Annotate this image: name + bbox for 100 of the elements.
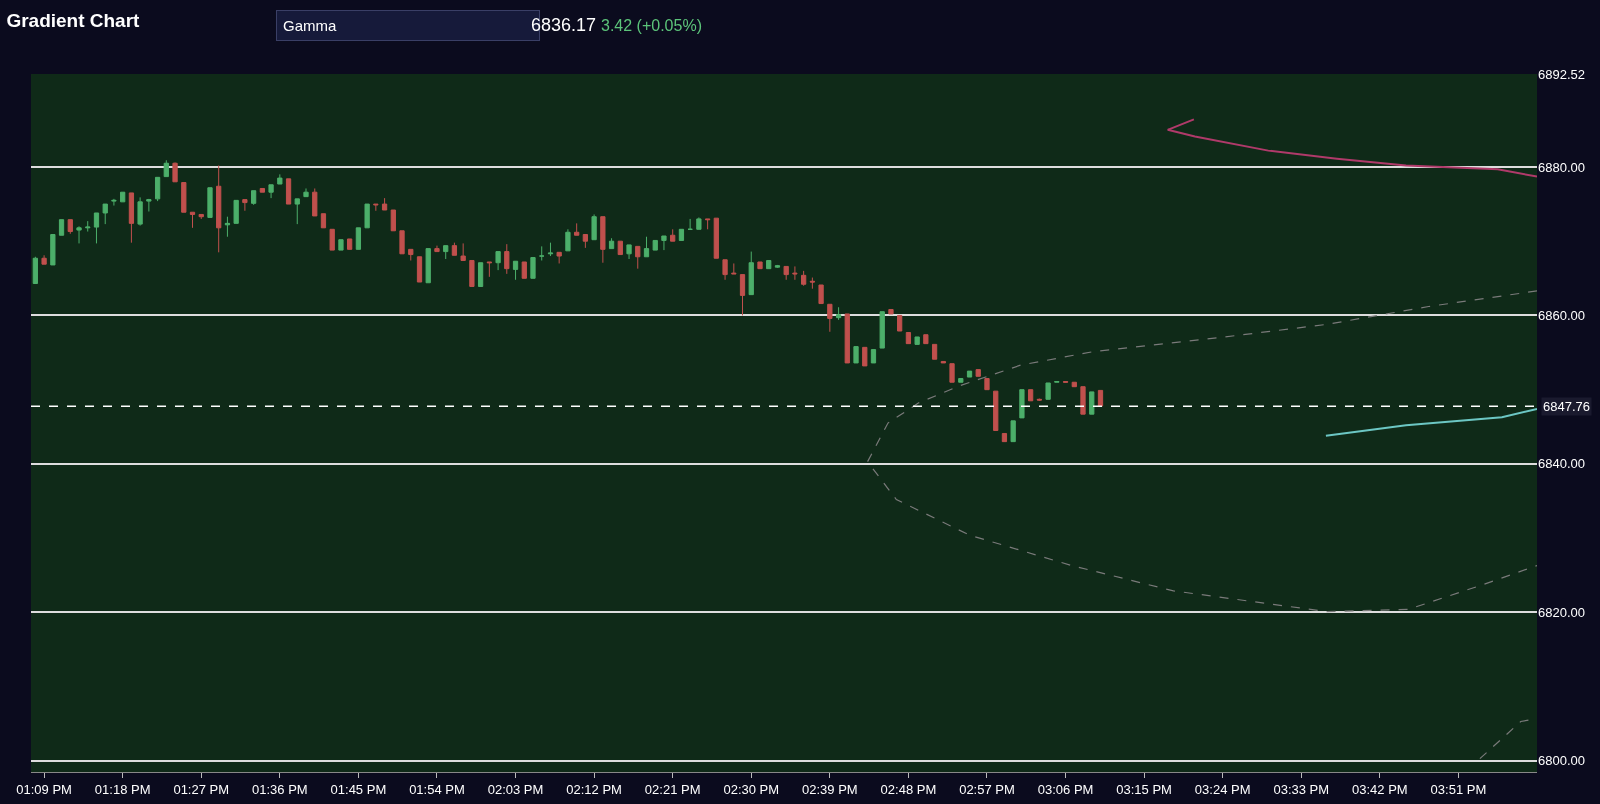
y-tick-label: 6800.00 bbox=[1538, 753, 1585, 769]
x-tick-label: 03:24 PM bbox=[1194, 781, 1251, 797]
candlestick bbox=[984, 378, 990, 391]
candlestick bbox=[853, 346, 859, 364]
candlestick bbox=[355, 227, 362, 250]
candlestick bbox=[670, 228, 676, 242]
candlestick bbox=[347, 238, 353, 250]
candlestick bbox=[408, 248, 414, 261]
candlestick bbox=[172, 161, 178, 183]
candlestick bbox=[381, 197, 388, 211]
candlestick bbox=[460, 242, 466, 261]
candlestick bbox=[416, 256, 423, 283]
candlestick bbox=[1036, 398, 1042, 402]
candlestick bbox=[897, 314, 903, 332]
candlestick bbox=[652, 239, 658, 251]
y-tick-label: 6820.00 bbox=[1538, 604, 1585, 620]
candlestick bbox=[774, 264, 781, 269]
chart-title: Gradient Chart bbox=[6, 9, 141, 31]
candlestick bbox=[870, 349, 877, 364]
candlestick bbox=[434, 245, 440, 253]
x-tick-label: 03:33 PM bbox=[1273, 781, 1330, 797]
candlestick bbox=[792, 265, 798, 281]
candlestick bbox=[905, 332, 912, 345]
candlestick bbox=[888, 308, 894, 315]
x-tick-label: 01:18 PM bbox=[94, 781, 151, 797]
candlestick bbox=[556, 251, 562, 264]
candlestick bbox=[547, 242, 554, 257]
candlestick bbox=[600, 216, 606, 264]
candlestick bbox=[373, 203, 379, 212]
candlestick bbox=[242, 199, 248, 212]
ref-line-label: 6847.76 bbox=[1543, 399, 1590, 414]
candlestick bbox=[705, 218, 711, 230]
candlestick bbox=[975, 369, 981, 377]
candlestick bbox=[128, 192, 135, 244]
candlestick bbox=[661, 235, 667, 251]
candlestick bbox=[635, 245, 641, 270]
candlestick bbox=[757, 261, 763, 270]
candlestick bbox=[198, 213, 204, 220]
candlestick bbox=[329, 228, 335, 251]
candlestick bbox=[722, 259, 728, 281]
x-tick-label: 01:09 PM bbox=[16, 781, 72, 797]
candlestick bbox=[233, 199, 239, 224]
candlestick bbox=[1097, 389, 1104, 407]
candlestick bbox=[1027, 389, 1034, 402]
candlestick bbox=[617, 240, 623, 256]
candlestick bbox=[425, 248, 431, 284]
candlestick bbox=[268, 184, 274, 199]
candlestick bbox=[163, 159, 169, 178]
y-tick-label: 6840.00 bbox=[1538, 456, 1585, 472]
x-tick-label: 03:42 PM bbox=[1352, 781, 1408, 797]
candlestick bbox=[154, 176, 161, 202]
candlestick bbox=[259, 187, 265, 193]
candlestick bbox=[879, 311, 885, 349]
y-tick-label: 6892.52 bbox=[1538, 66, 1585, 82]
candlestick bbox=[251, 190, 257, 206]
candlestick bbox=[582, 234, 588, 249]
candlestick bbox=[530, 257, 536, 279]
x-tick-label: 03:06 PM bbox=[1037, 781, 1094, 797]
candlestick bbox=[443, 245, 449, 260]
candlestick bbox=[993, 390, 999, 431]
x-tick-label: 02:30 PM bbox=[723, 781, 780, 797]
candlestick bbox=[76, 225, 82, 244]
candlestick bbox=[32, 256, 38, 284]
candlestick bbox=[1080, 386, 1086, 415]
candlestick bbox=[277, 173, 283, 185]
candlestick bbox=[949, 363, 955, 383]
x-tick-label: 01:54 PM bbox=[409, 781, 465, 797]
candlestick bbox=[41, 254, 47, 265]
candlestick bbox=[940, 360, 946, 364]
candlestick bbox=[766, 259, 772, 270]
line-series bbox=[1166, 118, 1537, 178]
candlestick bbox=[477, 262, 484, 287]
candlestick bbox=[809, 277, 816, 290]
candlestick bbox=[469, 259, 475, 287]
candlestick bbox=[320, 213, 327, 229]
candlestick bbox=[1001, 432, 1008, 443]
candlestick bbox=[539, 245, 545, 261]
candlestick bbox=[591, 213, 597, 241]
candlestick bbox=[687, 218, 693, 230]
candlestick bbox=[1019, 389, 1025, 419]
candlestick bbox=[835, 306, 842, 321]
candlestick bbox=[827, 303, 833, 333]
x-tick-label: 03:15 PM bbox=[1116, 781, 1172, 797]
candlestick bbox=[294, 198, 300, 225]
candlestick bbox=[608, 237, 615, 250]
candlestick bbox=[862, 346, 868, 367]
candlestick bbox=[207, 187, 213, 218]
candlestick bbox=[739, 274, 746, 316]
y-tick-label: 6880.00 bbox=[1538, 159, 1585, 175]
candlestick bbox=[966, 370, 973, 378]
candlestick bbox=[931, 343, 938, 360]
candlestick bbox=[303, 187, 309, 198]
candlestick bbox=[181, 182, 187, 213]
candlestick bbox=[486, 261, 492, 278]
candlestick bbox=[285, 178, 292, 205]
candlestick bbox=[216, 164, 222, 253]
x-tick-label: 01:27 PM bbox=[173, 781, 230, 797]
candlestick bbox=[111, 198, 117, 207]
candlestick bbox=[696, 216, 702, 230]
candlestick bbox=[399, 230, 405, 255]
